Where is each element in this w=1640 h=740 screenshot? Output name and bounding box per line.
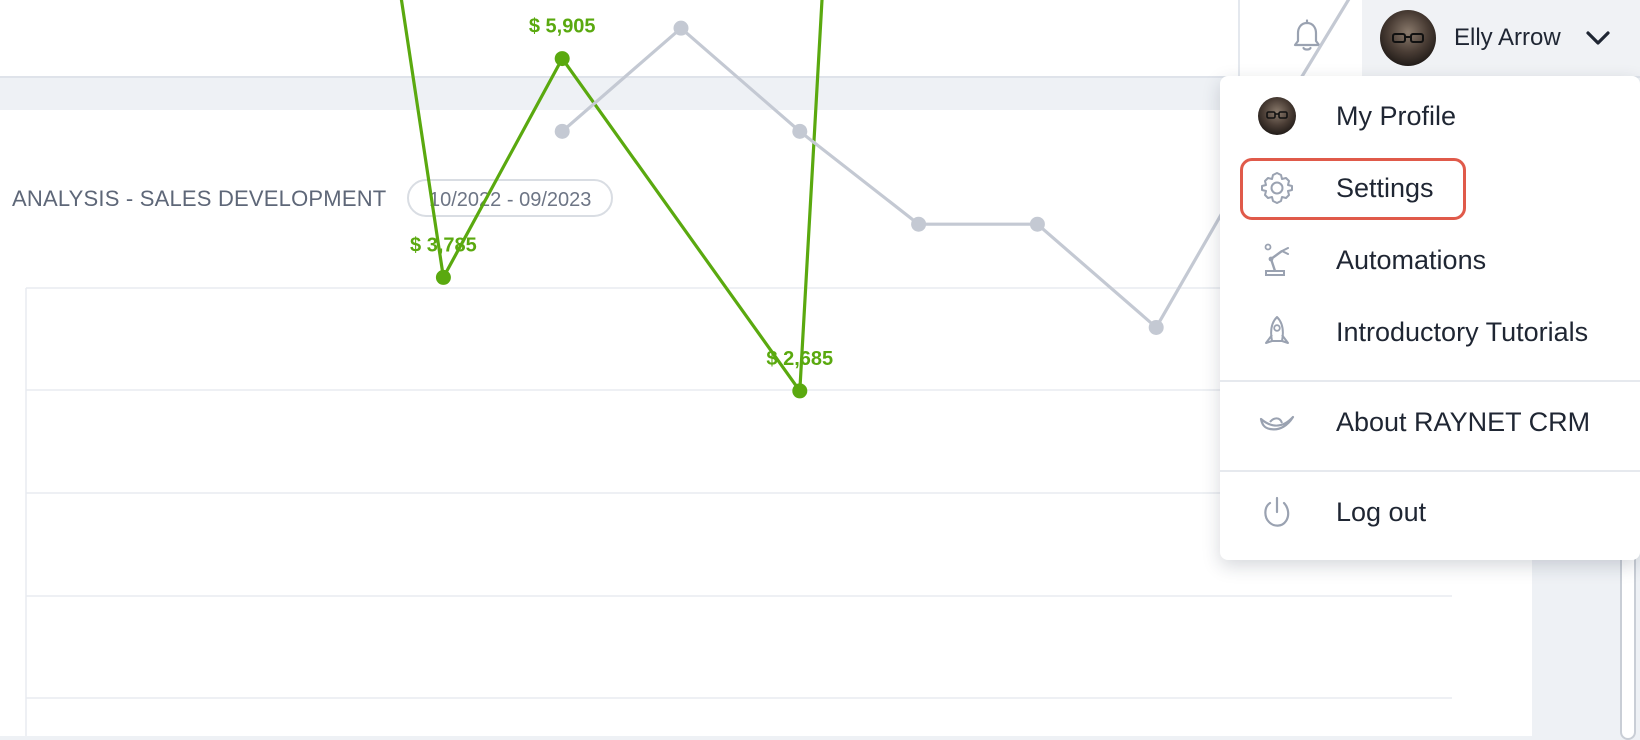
menu-label: Settings <box>1336 172 1434 203</box>
menu-label: Log out <box>1336 496 1427 527</box>
menu-divider <box>1220 470 1640 472</box>
menu-item-my-profile[interactable]: My Profile <box>1220 86 1640 146</box>
date-range-chip[interactable]: 10/2022 - 09/2023 <box>407 179 614 217</box>
menu-item-log-out[interactable]: Log out <box>1220 482 1640 542</box>
menu-label: About RAYNET CRM <box>1336 406 1591 437</box>
menu-divider <box>1220 380 1640 382</box>
glasses-icon <box>1266 111 1288 119</box>
menu-label: Introductory Tutorials <box>1336 316 1589 347</box>
series-line <box>399 0 824 393</box>
menu-item-about[interactable]: About RAYNET CRM <box>1220 392 1640 452</box>
robot-arm-icon <box>1258 241 1296 279</box>
data-point <box>1029 216 1045 232</box>
menu-item-settings[interactable]: Settings <box>1220 158 1640 218</box>
data-point <box>554 123 570 139</box>
data-point <box>435 269 451 285</box>
avatar <box>1380 10 1436 66</box>
data-point <box>1148 319 1164 335</box>
data-point <box>792 123 808 139</box>
user-name: Elly Arrow <box>1454 24 1561 51</box>
data-label: $ 3,785 <box>410 234 477 256</box>
menu-item-introductory-tutorials[interactable]: Introductory Tutorials <box>1220 302 1640 362</box>
user-dropdown-menu: My Profile Settings Automations <box>1220 76 1640 560</box>
bell-icon <box>1293 19 1321 51</box>
raynet-logo-icon <box>1258 403 1296 441</box>
data-point <box>673 20 689 36</box>
chart-title: ANALYSIS - SALES DEVELOPMENT <box>12 186 387 211</box>
power-icon <box>1258 493 1296 531</box>
data-point <box>554 51 570 67</box>
avatar <box>1258 97 1296 135</box>
data-label: $ 2,685 <box>766 348 833 370</box>
glasses-icon <box>1392 33 1424 43</box>
menu-label: Automations <box>1336 244 1487 275</box>
menu-item-automations[interactable]: Automations <box>1220 230 1640 290</box>
data-point <box>911 216 927 232</box>
user-menu-toggle[interactable]: Elly Arrow <box>1362 0 1640 76</box>
menu-label: My Profile <box>1336 100 1457 131</box>
chevron-down-icon <box>1586 31 1610 45</box>
data-point <box>792 383 808 399</box>
gear-icon <box>1258 169 1296 207</box>
header-divider <box>1238 0 1240 76</box>
settings-highlight <box>1240 158 1466 220</box>
data-label: $ 5,905 <box>529 16 596 38</box>
rocket-icon <box>1258 313 1296 351</box>
notifications-button[interactable] <box>1285 14 1329 58</box>
